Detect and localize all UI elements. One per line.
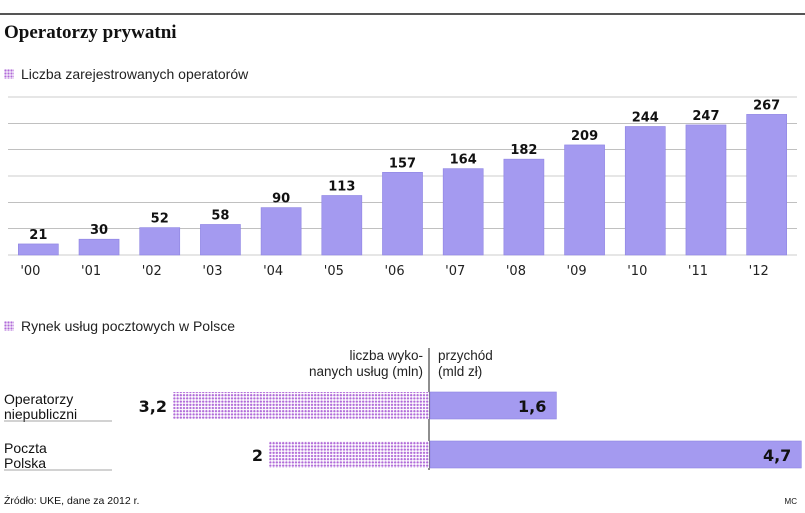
bar-00 [18,243,59,256]
revenue-bar [429,391,557,420]
x-tick-label: '00 [20,264,40,279]
legend-operators: Liczba zarejestrowanych operatorów [4,66,248,82]
legend-postal-market-label: Rynek usług pocztowych w Polsce [21,318,235,334]
bar-value-label: 52 [151,212,169,227]
bar-chart-x-ticks: '00 '01 '02 '03 '04 '05 '06 '07 '08 '09 '10 '11 '12 [20,264,768,279]
dot-pattern-icon [4,69,14,79]
x-tick-label: '08 [506,264,526,279]
x-tick-label: '10 [627,264,647,279]
bar-value-label: 30 [90,223,108,238]
bar-value-label: 90 [272,192,290,207]
bar-value-label: 58 [211,208,229,223]
dot-pattern-icon [4,321,14,331]
bar-01 [78,238,120,256]
bar-value-label: 209 [571,129,598,144]
bar-value-label: 164 [450,153,477,168]
x-tick-label: '09 [567,264,587,279]
revenue-value-label: 1,6 [518,397,546,416]
bar-05 [321,195,363,256]
x-tick-label: '01 [81,264,101,279]
services-value-label: 3,2 [139,397,167,416]
bar-value-label: 247 [692,109,719,124]
bar-04 [260,207,302,256]
bar-value-label: 157 [389,156,416,171]
services-value-label: 2 [252,446,263,465]
services-bar [269,441,429,468]
bar-value-label: 182 [510,143,537,158]
chart-title: Operatorzy prywatni [4,22,177,43]
row-label: Poczta [4,440,47,456]
x-tick-label: '11 [688,264,708,279]
bar-value-label: 21 [29,228,47,243]
postal-market-chart: liczba wyko-nanych usług (mln) przychód(m… [4,348,802,471]
bar-07 [442,168,484,256]
top-rule [0,13,805,15]
series-header-services: liczba wyko- [349,348,423,363]
revenue-value-label: 4,7 [763,446,791,465]
row-label: Operatorzy [4,391,73,407]
source-note: Źródło: UKE, dane za 2012 r. [4,495,140,507]
bar-value-label: 244 [632,110,659,125]
bar-value-label: 113 [328,179,355,194]
services-bar [173,392,429,419]
credit: MC [784,497,797,506]
bar-chart-bars [18,114,787,256]
x-tick-label: '02 [142,264,162,279]
row-label: Polska [4,455,46,471]
legend-postal-market: Rynek usług pocztowych w Polsce [4,318,235,334]
legend-operators-label: Liczba zarejestrowanych operatorów [21,66,249,82]
revenue-bar [429,440,802,469]
x-tick-label: '07 [445,264,465,279]
bar-09 [564,144,605,256]
x-tick-label: '04 [263,264,283,279]
series-header-revenue: (mld zł) [438,364,482,379]
bar-02 [139,227,181,256]
x-tick-label: '03 [202,264,222,279]
bar-06 [382,172,423,256]
bar-11 [685,124,727,256]
bar-03 [200,224,241,256]
row-label: niepubliczni [4,406,77,422]
bar-08 [503,158,545,256]
bar-chart-value-labels: 21 30 52 58 90 113 157 164 182 209 244 247 267 [29,98,780,243]
x-tick-label: '12 [749,264,769,279]
bar-12 [746,114,787,256]
x-tick-label: '06 [384,264,404,279]
x-tick-label: '05 [324,264,344,279]
series-header-services: nanych usług (mln) [309,364,423,379]
series-header-revenue: przychód [438,348,493,363]
bar-value-label: 267 [753,98,780,113]
bar-10 [624,126,666,256]
